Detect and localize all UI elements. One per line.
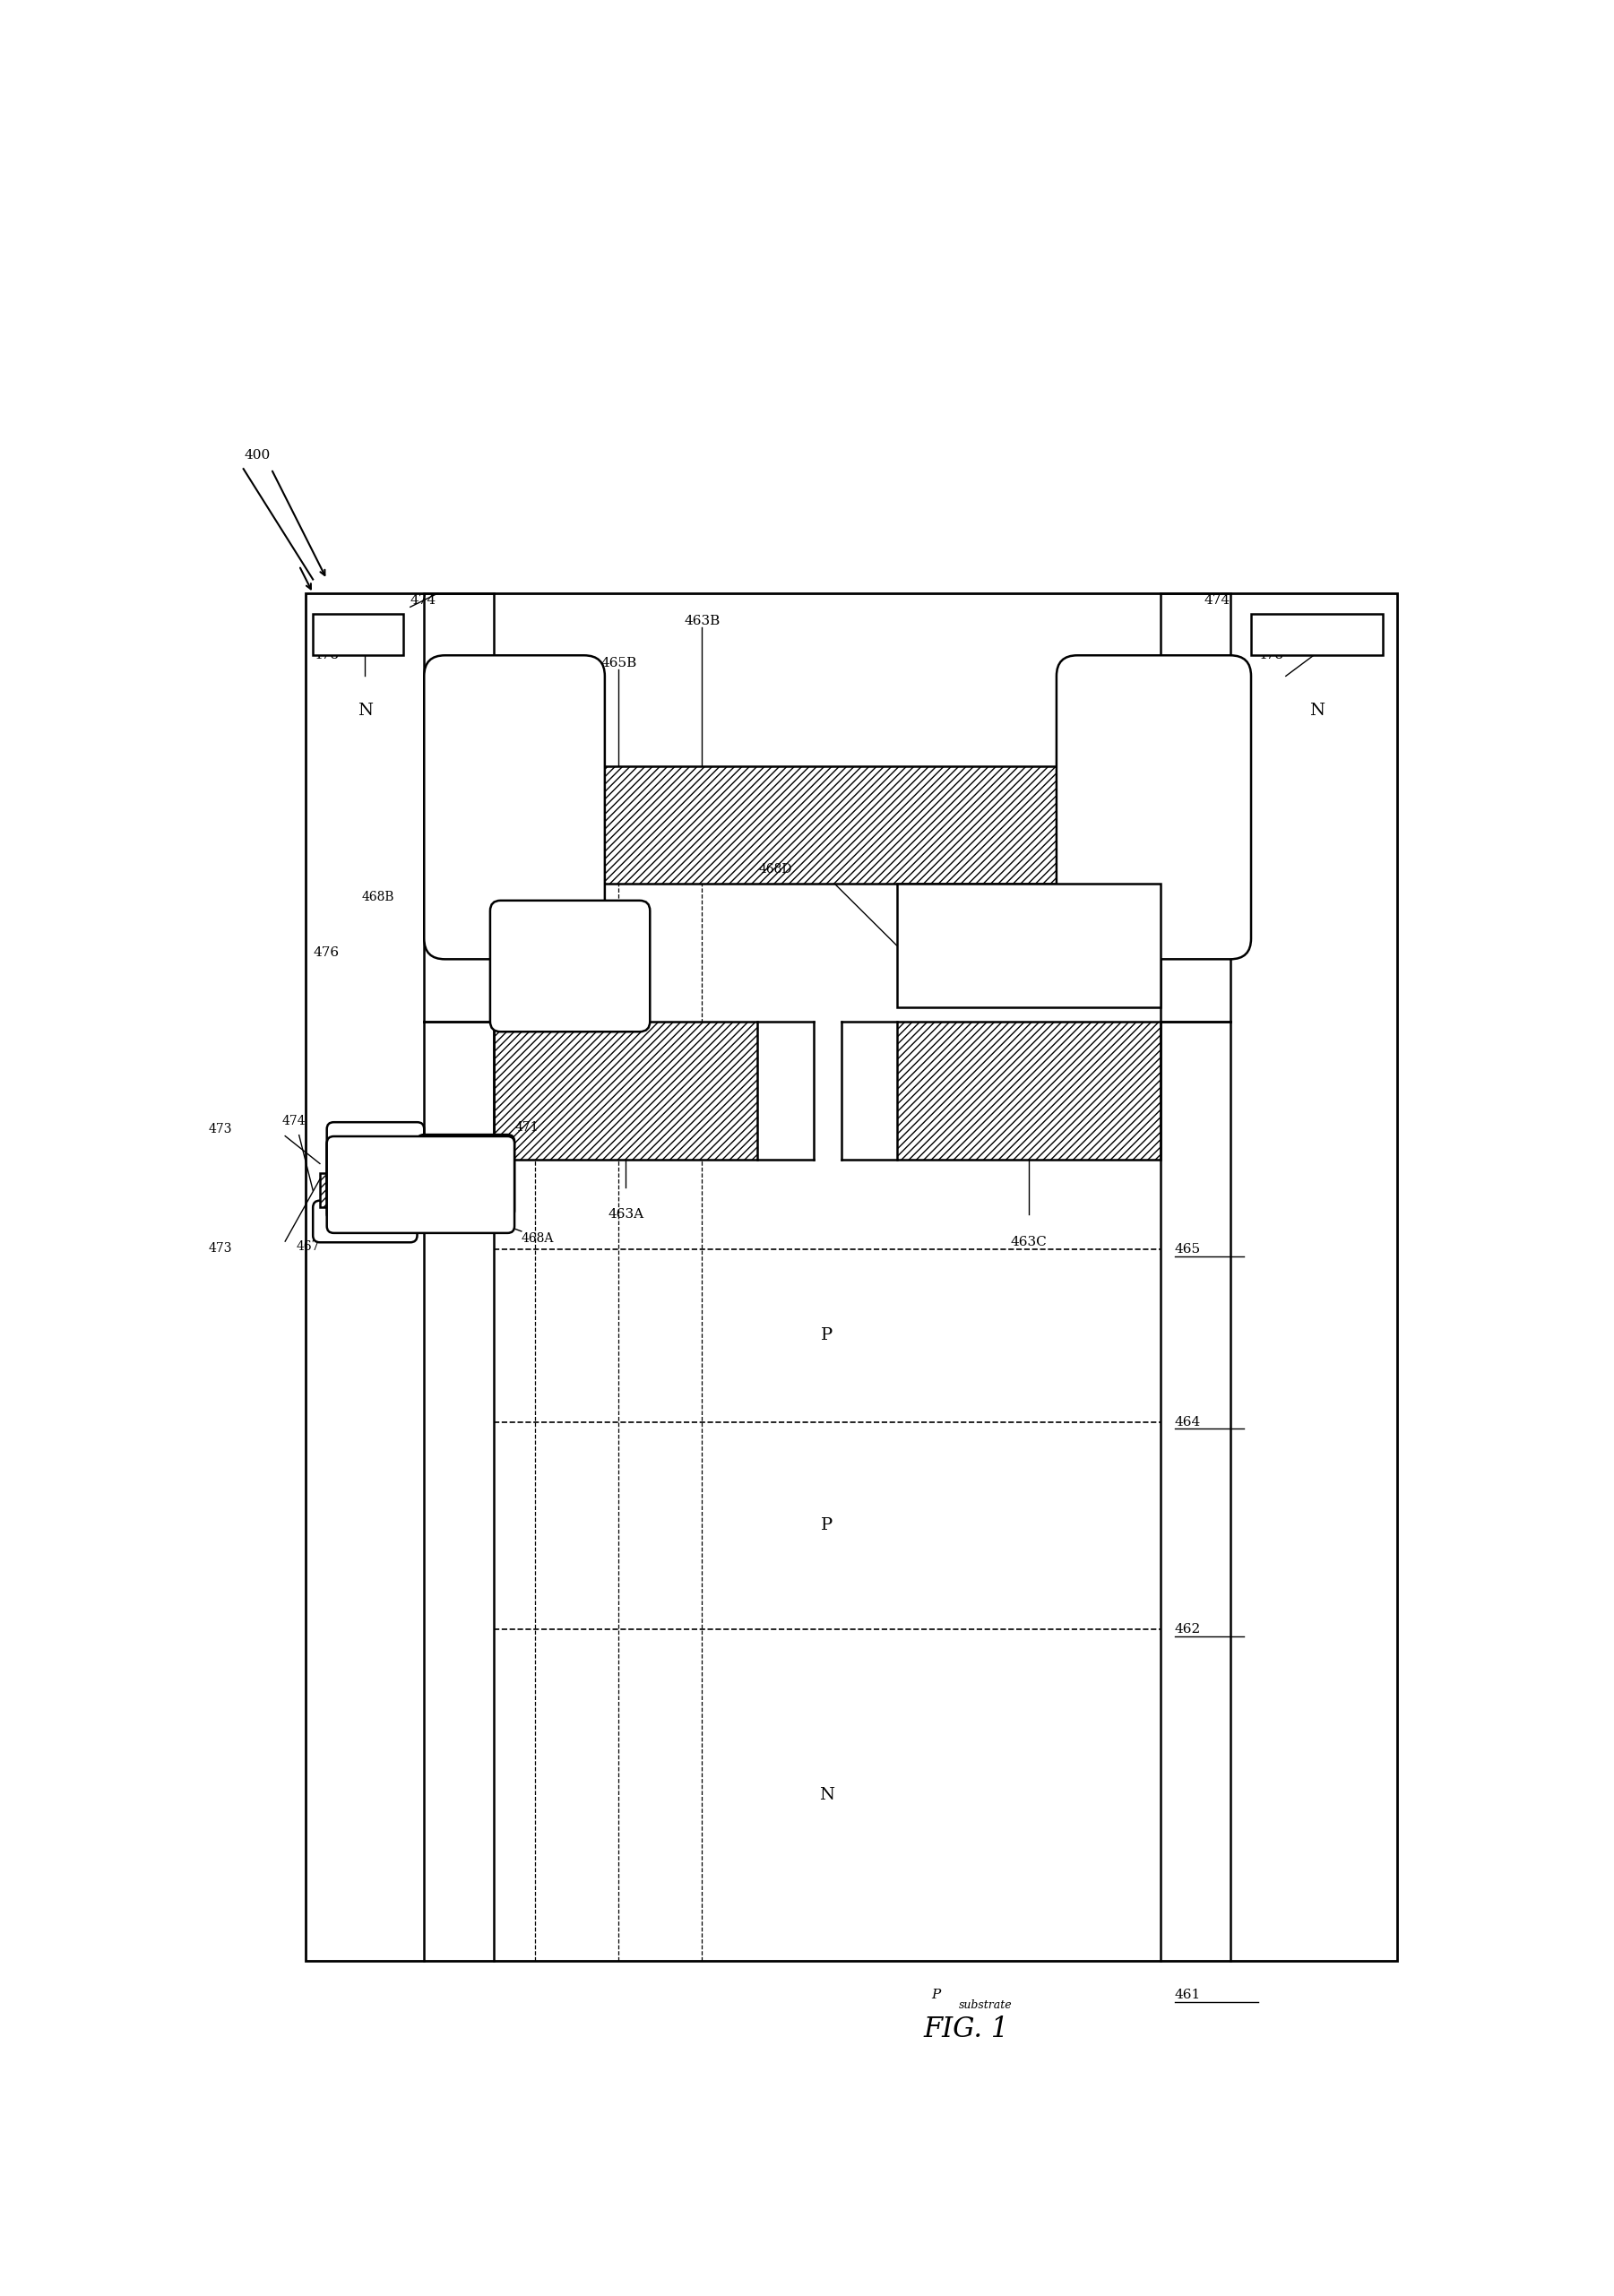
Text: P+: P+ [412,1178,429,1192]
Text: 465B: 465B [600,657,638,668]
Text: P+: P+ [1307,629,1327,641]
Text: 468B: 468B [362,891,394,902]
FancyBboxPatch shape [1057,654,1251,960]
Text: P: P [822,1327,833,1343]
FancyBboxPatch shape [416,1134,515,1217]
Text: 461: 461 [1175,1988,1201,2002]
Text: 474: 474 [410,595,436,606]
Text: 469: 469 [549,946,576,957]
Bar [897,884,1160,1008]
FancyBboxPatch shape [328,1139,424,1221]
Text: N: N [1309,703,1325,719]
Text: 473: 473 [208,1123,232,1134]
Text: 463B: 463B [684,615,720,627]
FancyBboxPatch shape [328,1123,424,1205]
Text: 467: 467 [295,1240,320,1254]
Text: 475: 475 [502,801,528,813]
Text: 462: 462 [1175,1623,1201,1635]
Text: 475: 475 [1141,801,1167,813]
FancyBboxPatch shape [424,654,605,960]
FancyBboxPatch shape [491,900,650,1031]
Bar [1251,613,1383,654]
Text: 466: 466 [1015,939,1041,951]
Text: 465A: 465A [518,698,554,709]
Text: 468D: 468D [759,863,792,875]
Bar [307,592,1398,1961]
Text: 472: 472 [431,1205,455,1219]
Text: 465: 465 [1175,1242,1201,1256]
Text: P: P [931,1988,941,2002]
Text: substrate: substrate [959,2000,1012,2011]
Text: N+: N+ [1017,939,1041,951]
Text: 464: 464 [1175,1417,1201,1428]
Text: P+: P+ [347,629,368,641]
Text: 474: 474 [1204,595,1230,606]
Text: 471: 471 [515,1120,539,1134]
Text: 478: 478 [313,650,339,661]
Bar [320,1173,410,1208]
Text: 400: 400 [244,448,271,461]
FancyBboxPatch shape [328,1137,515,1233]
Text: N: N [820,1786,834,1802]
Text: 463C: 463C [1010,1235,1047,1249]
Text: N: N [357,703,373,719]
Text: N+: N+ [457,1171,476,1182]
Text: 468A: 468A [521,1233,554,1244]
Text: 474: 474 [282,1116,307,1127]
Bar [494,767,1160,884]
Text: 476: 476 [313,946,339,957]
Text: 478: 478 [1257,650,1285,661]
Text: 463A: 463A [607,1208,644,1221]
Bar [897,1022,1160,1159]
Bar [313,613,404,654]
FancyBboxPatch shape [313,1201,416,1242]
Text: N+: N+ [558,960,581,974]
Text: 473: 473 [208,1242,232,1254]
Bar [494,1022,757,1159]
Text: P: P [822,1518,833,1534]
Text: FIG. 1: FIG. 1 [923,2016,1009,2043]
